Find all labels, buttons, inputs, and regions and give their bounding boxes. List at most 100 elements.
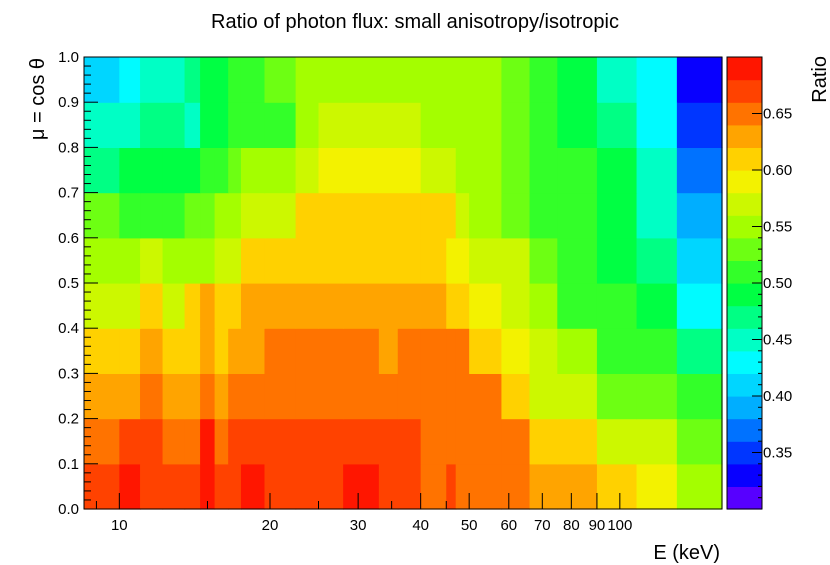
heatmap-cells — [84, 57, 723, 510]
heatmap-cell — [596, 418, 638, 465]
heatmap-cell — [636, 283, 678, 329]
heatmap-cell — [455, 463, 470, 510]
heatmap-cell — [240, 192, 266, 239]
palette-bin — [727, 57, 762, 81]
heatmap-cell — [557, 192, 598, 239]
heatmap-cell — [529, 237, 558, 284]
heatmap-cell — [343, 57, 380, 103]
heatmap-cell — [264, 463, 297, 510]
heatmap-cell — [676, 283, 723, 329]
heatmap-cell — [636, 192, 678, 239]
heatmap-cell — [596, 283, 638, 329]
heatmap-cell — [214, 192, 229, 239]
palette-bin — [727, 124, 762, 148]
palette-bin — [727, 102, 762, 126]
heatmap-cell — [228, 328, 242, 374]
heatmap-cell — [343, 192, 380, 239]
heatmap-cell — [295, 147, 320, 194]
heatmap-cell — [140, 102, 164, 148]
heatmap-cell — [240, 373, 266, 420]
heatmap-cell — [378, 418, 399, 465]
palette-tick-label: 0.65 — [763, 106, 792, 123]
heatmap-cell — [140, 237, 164, 284]
heatmap-cell — [295, 192, 320, 239]
heatmap-cell — [469, 373, 503, 420]
heatmap-cell — [200, 102, 216, 148]
heatmap-cell — [228, 57, 242, 103]
heatmap-cell — [455, 283, 470, 329]
heatmap-cell — [200, 373, 216, 420]
palette-tick-label: 0.50 — [763, 275, 792, 292]
heatmap-cell — [397, 328, 422, 374]
y-tick-label: 0.7 — [58, 185, 79, 202]
heatmap-cell — [214, 102, 229, 148]
heatmap-cell — [184, 463, 201, 510]
heatmap-cell — [264, 283, 297, 329]
heatmap-cell — [397, 373, 422, 420]
heatmap-cell — [501, 147, 531, 194]
heatmap-cell — [529, 57, 558, 103]
heatmap-cell — [184, 237, 201, 284]
x-tick-label: 40 — [412, 517, 429, 534]
heatmap-cell — [455, 102, 470, 148]
heatmap-cell — [162, 373, 186, 420]
heatmap-cell — [378, 57, 399, 103]
palette-bin — [727, 350, 762, 374]
heatmap-cell — [214, 283, 229, 329]
heatmap-cell — [140, 373, 164, 420]
heatmap-cell — [420, 328, 447, 374]
heatmap-cell — [455, 237, 470, 284]
heatmap-cell — [343, 418, 380, 465]
heatmap-cell — [119, 283, 141, 329]
heatmap-cell — [557, 57, 598, 103]
heatmap-cell — [84, 328, 120, 374]
heatmap-cell — [420, 418, 447, 465]
heatmap-cell — [343, 373, 380, 420]
heatmap-cell — [162, 147, 186, 194]
heatmap-cell — [397, 418, 422, 465]
x-tick-label: 100 — [607, 517, 632, 534]
heatmap-cell — [84, 147, 120, 194]
heatmap-cell — [529, 147, 558, 194]
heatmap-cell — [119, 192, 141, 239]
heatmap-cell — [184, 57, 201, 103]
heatmap-cell — [378, 147, 399, 194]
heatmap-cell — [228, 102, 242, 148]
heatmap-cell — [676, 57, 723, 103]
heatmap-cell — [501, 192, 531, 239]
heatmap-cell — [240, 328, 266, 374]
heatmap-cell — [200, 418, 216, 465]
heatmap-cell — [420, 57, 447, 103]
heatmap-cell — [119, 373, 141, 420]
heatmap-cell — [676, 328, 723, 374]
x-tick-label: 10 — [111, 517, 128, 534]
heatmap-cell — [469, 237, 503, 284]
x-tick-label: 90 — [589, 517, 606, 534]
heatmap-cell — [264, 328, 297, 374]
palette-bin — [727, 305, 762, 329]
heatmap-cell — [200, 192, 216, 239]
heatmap-cell — [557, 102, 598, 148]
heatmap-cell — [596, 373, 638, 420]
heatmap-cell — [184, 328, 201, 374]
heatmap-cell — [240, 237, 266, 284]
heatmap-cell — [228, 373, 242, 420]
heatmap-cell — [140, 418, 164, 465]
heatmap-cell — [140, 463, 164, 510]
heatmap-cell — [200, 237, 216, 284]
axes: 0.0 0.1 0.2 0.3 0.4 0.5 0.6 0.7 0.8 0.9 1.0 10 20 30 4… — [58, 49, 723, 534]
palette-bin — [727, 418, 762, 442]
heatmap-cell — [140, 283, 164, 329]
heatmap-cell — [446, 463, 457, 510]
heatmap-cell — [529, 418, 558, 465]
heatmap-cell — [501, 373, 531, 420]
heatmap-cell — [378, 283, 399, 329]
heatmap-cell — [162, 418, 186, 465]
heatmap-cell — [318, 237, 344, 284]
heatmap-cell — [596, 102, 638, 148]
heatmap-cell — [228, 283, 242, 329]
heatmap-cell — [228, 147, 242, 194]
heatmap-cell — [184, 373, 201, 420]
heatmap-cell — [420, 147, 447, 194]
heatmap-cell — [557, 237, 598, 284]
